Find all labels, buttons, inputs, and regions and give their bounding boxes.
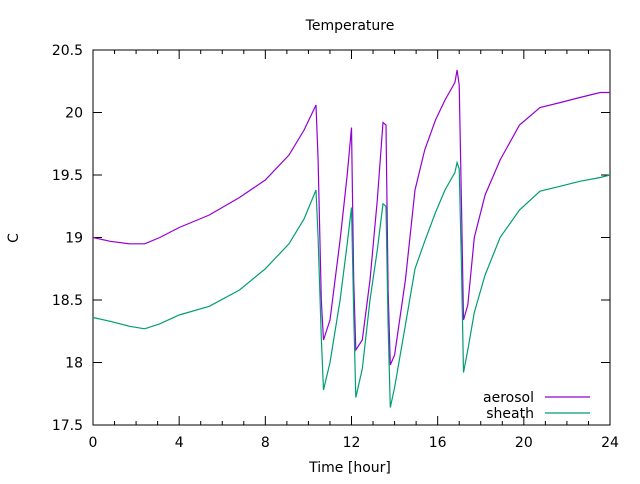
- y-tick-label: 18.5: [52, 293, 83, 309]
- series-line-aerosol: [92, 69, 610, 366]
- legend-label-aerosol: aerosol: [483, 390, 534, 406]
- x-tick-label: 12: [343, 435, 361, 451]
- x-tick-label: 0: [89, 435, 98, 451]
- y-tick-label: 19: [65, 231, 83, 247]
- x-tick-label: 16: [429, 435, 447, 451]
- x-tick-label: 8: [261, 435, 270, 451]
- x-tick-label: 24: [601, 435, 619, 451]
- y-tick-label: 20.5: [52, 43, 83, 59]
- series-lines: [92, 69, 611, 408]
- y-axis-label: C: [6, 233, 22, 243]
- x-axis-label: Time [hour]: [308, 460, 391, 476]
- y-tick-label: 18: [65, 356, 83, 372]
- y-tick-label: 20: [65, 106, 83, 122]
- legend-label-sheath: sheath: [486, 406, 534, 422]
- y-tick-label: 19.5: [52, 168, 83, 184]
- chart-title: Temperature: [305, 18, 395, 34]
- plot-frame: [92, 49, 611, 426]
- axis-ticks: 0 4 8 12 16 20 24 17.5 18 18.5 19 19.5 20 20.5: [52, 43, 619, 451]
- y-tick-label: 17.5: [52, 418, 83, 434]
- x-tick-label: 20: [515, 435, 533, 451]
- series-line-sheath: [92, 160, 611, 408]
- x-tick-label: 4: [175, 435, 184, 451]
